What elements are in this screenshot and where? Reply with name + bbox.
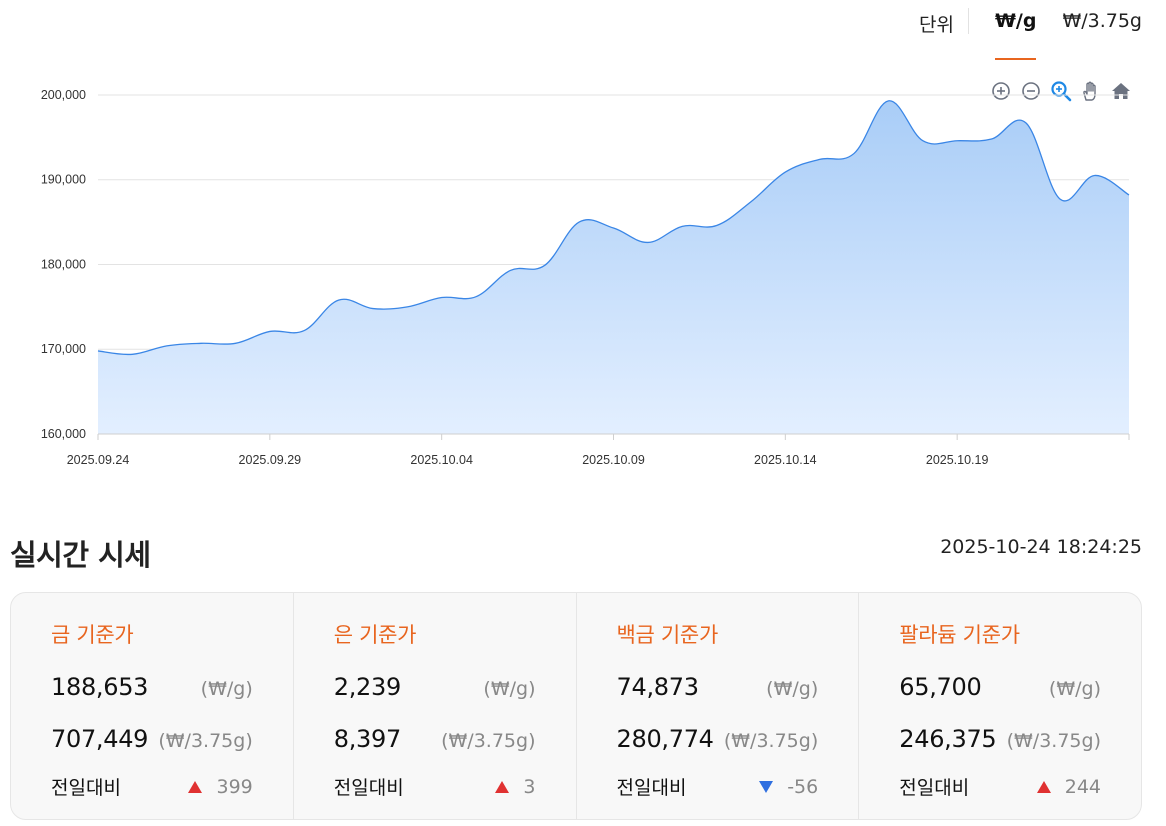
change-label: 전일대비 xyxy=(899,777,970,799)
x-tick-label: 2025.09.24 xyxy=(67,453,130,467)
y-tick-label: 190,000 xyxy=(41,173,86,187)
price-card-platinum: 백금 기준가 74,873 (₩/g) 280,774 (₩/3.75g) 전일대비… xyxy=(577,593,860,819)
x-tick-label: 2025.10.04 xyxy=(410,453,473,467)
price-per-gram: 74,873 xyxy=(616,673,699,701)
change-value: -56 xyxy=(787,775,819,798)
x-tick-label: 2025.10.14 xyxy=(754,453,817,467)
metal-name: 은 기준가 xyxy=(333,623,417,647)
price-chart: 200,000 190,000 180,000 170,000 160,000 2025.… xyxy=(0,70,1166,480)
unit-tab-per-gram[interactable]: ₩/g xyxy=(994,8,1036,60)
price-per-don: 707,449 xyxy=(51,725,149,753)
unit-selector: 단위 ₩/g ₩/3.75g xyxy=(919,8,1142,60)
price-per-don: 246,375 xyxy=(899,725,997,753)
unit-per-gram: (₩/g) xyxy=(483,678,536,700)
unit-per-gram: (₩/g) xyxy=(1048,678,1101,700)
up-arrow-icon xyxy=(1036,780,1051,793)
unit-tab-per-don[interactable]: ₩/3.75g xyxy=(1062,10,1142,32)
change-value: 244 xyxy=(1064,775,1101,798)
price-chart-svg: 200,000 190,000 180,000 170,000 160,000 2025.… xyxy=(41,88,1130,467)
price-series-line xyxy=(97,100,1130,356)
price-card-silver: 은 기준가 2,239 (₩/g) 8,397 (₩/3.75g) 전일대비 3 xyxy=(294,593,577,819)
zoom-out-icon[interactable] xyxy=(1020,80,1042,102)
x-tick-label: 2025.10.09 xyxy=(582,453,645,467)
change-label: 전일대비 xyxy=(616,777,687,799)
change-label: 전일대비 xyxy=(51,777,121,799)
pan-hand-icon[interactable] xyxy=(1080,80,1102,102)
down-arrow-icon xyxy=(759,780,774,793)
price-per-don: 280,774 xyxy=(616,725,714,753)
x-tick-label: 2025.09.29 xyxy=(239,453,302,467)
change-value: 3 xyxy=(523,775,536,798)
unit-per-gram: (₩/g) xyxy=(766,678,819,700)
unit-per-don: (₩/3.75g) xyxy=(723,730,819,752)
price-area-fill xyxy=(98,100,1129,435)
unit-per-don: (₩/3.75g) xyxy=(1006,730,1101,752)
change-label: 전일대비 xyxy=(333,777,404,799)
unit-per-don: (₩/3.75g) xyxy=(158,730,253,752)
section-title: 실시간 시세 xyxy=(10,538,151,572)
realtime-price-panel: 금 기준가 188,653 (₩/g) 707,449 (₩/3.75g) 전일대비… xyxy=(10,592,1142,820)
metal-name: 금 기준가 xyxy=(51,623,134,647)
y-tick-label: 180,000 xyxy=(41,257,86,271)
change-value: 399 xyxy=(216,775,253,798)
unit-per-don: (₩/3.75g) xyxy=(441,730,536,752)
update-timestamp: 2025-10-24 18:24:25 xyxy=(940,536,1142,558)
up-arrow-icon xyxy=(188,780,203,793)
price-card-gold: 금 기준가 188,653 (₩/g) 707,449 (₩/3.75g) 전일대비… xyxy=(11,593,294,819)
y-tick-label: 200,000 xyxy=(41,88,86,102)
x-tick-label: 2025.10.19 xyxy=(926,453,989,467)
y-tick-label: 170,000 xyxy=(41,342,86,356)
price-per-gram: 65,700 xyxy=(899,673,982,701)
price-per-gram: 188,653 xyxy=(51,673,149,701)
unit-label: 단위 xyxy=(919,8,969,36)
metal-name: 팔라듐 기준가 xyxy=(899,623,1020,647)
price-card-palladium: 팔라듐 기준가 65,700 (₩/g) 246,375 (₩/3.75g) 전일대… xyxy=(859,593,1141,819)
y-tick-label: 160,000 xyxy=(41,427,86,441)
zoom-in-icon[interactable] xyxy=(990,80,1012,102)
price-per-don: 8,397 xyxy=(333,725,402,753)
up-arrow-icon xyxy=(495,780,510,793)
unit-per-gram: (₩/g) xyxy=(200,678,253,700)
metal-name: 백금 기준가 xyxy=(616,623,719,647)
price-per-gram: 2,239 xyxy=(333,673,402,701)
